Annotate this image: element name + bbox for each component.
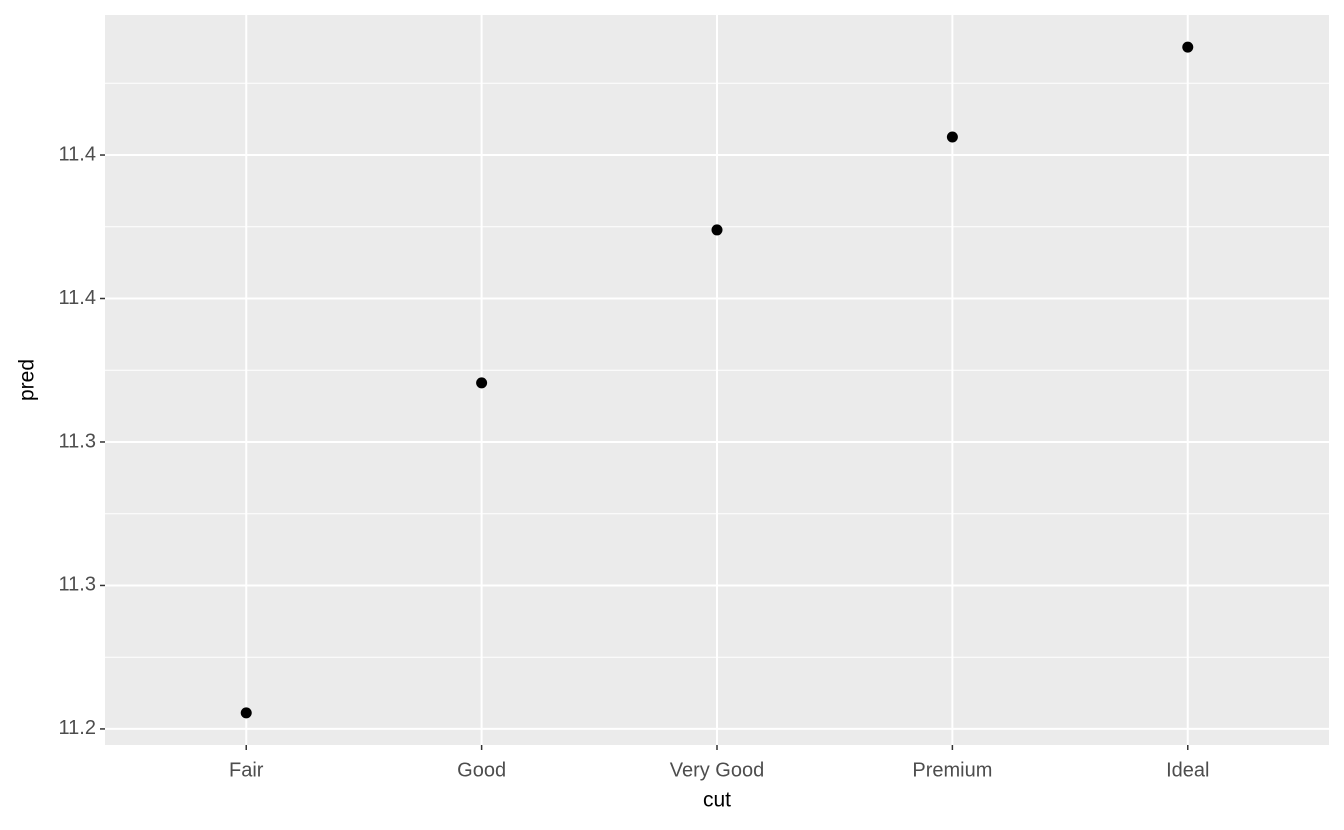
y-tick-label: 11.4 (59, 287, 96, 309)
point (476, 377, 488, 389)
x-tick-label: Ideal (1166, 759, 1209, 781)
point (711, 224, 723, 236)
y-tick-label: 11.4 (59, 143, 96, 165)
point (240, 707, 252, 719)
y-tick-label: 11.3 (59, 574, 96, 596)
x-tick-label: Fair (229, 759, 264, 781)
x-tick-label: Premium (912, 759, 992, 781)
x-axis-title: cut (703, 789, 731, 812)
x-tick-label: Very Good (670, 759, 765, 781)
point (946, 131, 958, 143)
x-tick-label: Good (457, 759, 506, 781)
point (1182, 41, 1194, 53)
y-tick-label: 11.2 (59, 717, 96, 739)
y-axis-title: pred (16, 359, 39, 401)
y-tick-label: 11.3 (59, 430, 96, 452)
